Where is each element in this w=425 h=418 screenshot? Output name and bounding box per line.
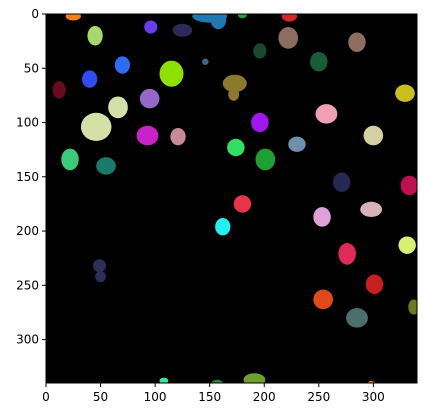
segment-blob (310, 51, 328, 72)
segment-blob (136, 125, 159, 146)
segment-blob (114, 56, 131, 74)
segment-blob (172, 23, 193, 37)
x-tick-label: 250 (307, 390, 330, 404)
y-tick-label: 200 (16, 224, 39, 238)
segment-blob (395, 84, 415, 102)
x-axis-ticks: 0 50 100 150 200 250 300 (42, 383, 385, 404)
segment-blob (332, 172, 351, 192)
segment-blob (367, 380, 375, 383)
y-tick-label: 300 (16, 333, 39, 347)
segment-blob (281, 14, 297, 22)
segment-blob (251, 112, 269, 133)
segment-blob (144, 20, 158, 34)
segment-blob (65, 14, 81, 21)
segment-blob (253, 43, 267, 59)
segment-blob (170, 127, 186, 146)
segmentation-blobs (52, 14, 417, 383)
segment-blob (139, 88, 160, 109)
y-tick-label: 150 (16, 170, 39, 184)
segment-blob (210, 14, 227, 30)
segment-blob (400, 175, 417, 196)
segment-blob (238, 14, 247, 19)
axes-frame (45, 13, 418, 384)
y-tick-label: 50 (24, 61, 39, 75)
segment-blob (211, 379, 223, 383)
segment-blob (313, 207, 331, 227)
segment-blob (202, 58, 209, 66)
segment-blob (222, 74, 247, 93)
segment-blob (82, 70, 98, 88)
segment-blob (95, 271, 107, 283)
x-tick-label: 0 (42, 390, 50, 404)
x-tick-label: 200 (253, 390, 276, 404)
segment-blob (215, 218, 231, 236)
y-axis-ticks: 0 50 100 150 200 250 300 (16, 7, 46, 347)
segment-blob (227, 138, 245, 157)
segment-blob (108, 96, 128, 119)
segment-blob (243, 373, 266, 383)
segment-blob (288, 136, 306, 152)
y-tick-label: 0 (31, 7, 39, 21)
segment-blob (255, 148, 276, 171)
segment-blob (87, 25, 103, 46)
x-tick-label: 50 (93, 390, 108, 404)
segment-blob (360, 201, 383, 217)
y-tick-label: 100 (16, 116, 39, 130)
segment-blob (61, 148, 79, 171)
segment-blob (52, 81, 66, 99)
segment-blob (338, 242, 356, 265)
segment-blob (348, 32, 366, 52)
segment-blob (363, 125, 384, 146)
segment-blob (365, 274, 384, 295)
segment-blob (313, 289, 333, 310)
segment-blob (398, 236, 416, 254)
segment-blob (233, 195, 252, 213)
segment-blob (92, 259, 107, 273)
segment-blob (159, 60, 184, 87)
segment-blob (80, 112, 112, 141)
segment-blob (228, 87, 240, 101)
segment-blob (278, 27, 299, 49)
image-area (46, 14, 417, 383)
segment-blob (346, 308, 368, 328)
y-tick-label: 250 (16, 278, 39, 292)
segment-blob (159, 377, 169, 383)
x-tick-label: 100 (144, 390, 167, 404)
segment-blob (315, 104, 338, 124)
segment-blob (408, 299, 417, 315)
segment-blob (96, 157, 116, 175)
x-tick-label: 300 (362, 390, 385, 404)
x-tick-label: 150 (198, 390, 221, 404)
